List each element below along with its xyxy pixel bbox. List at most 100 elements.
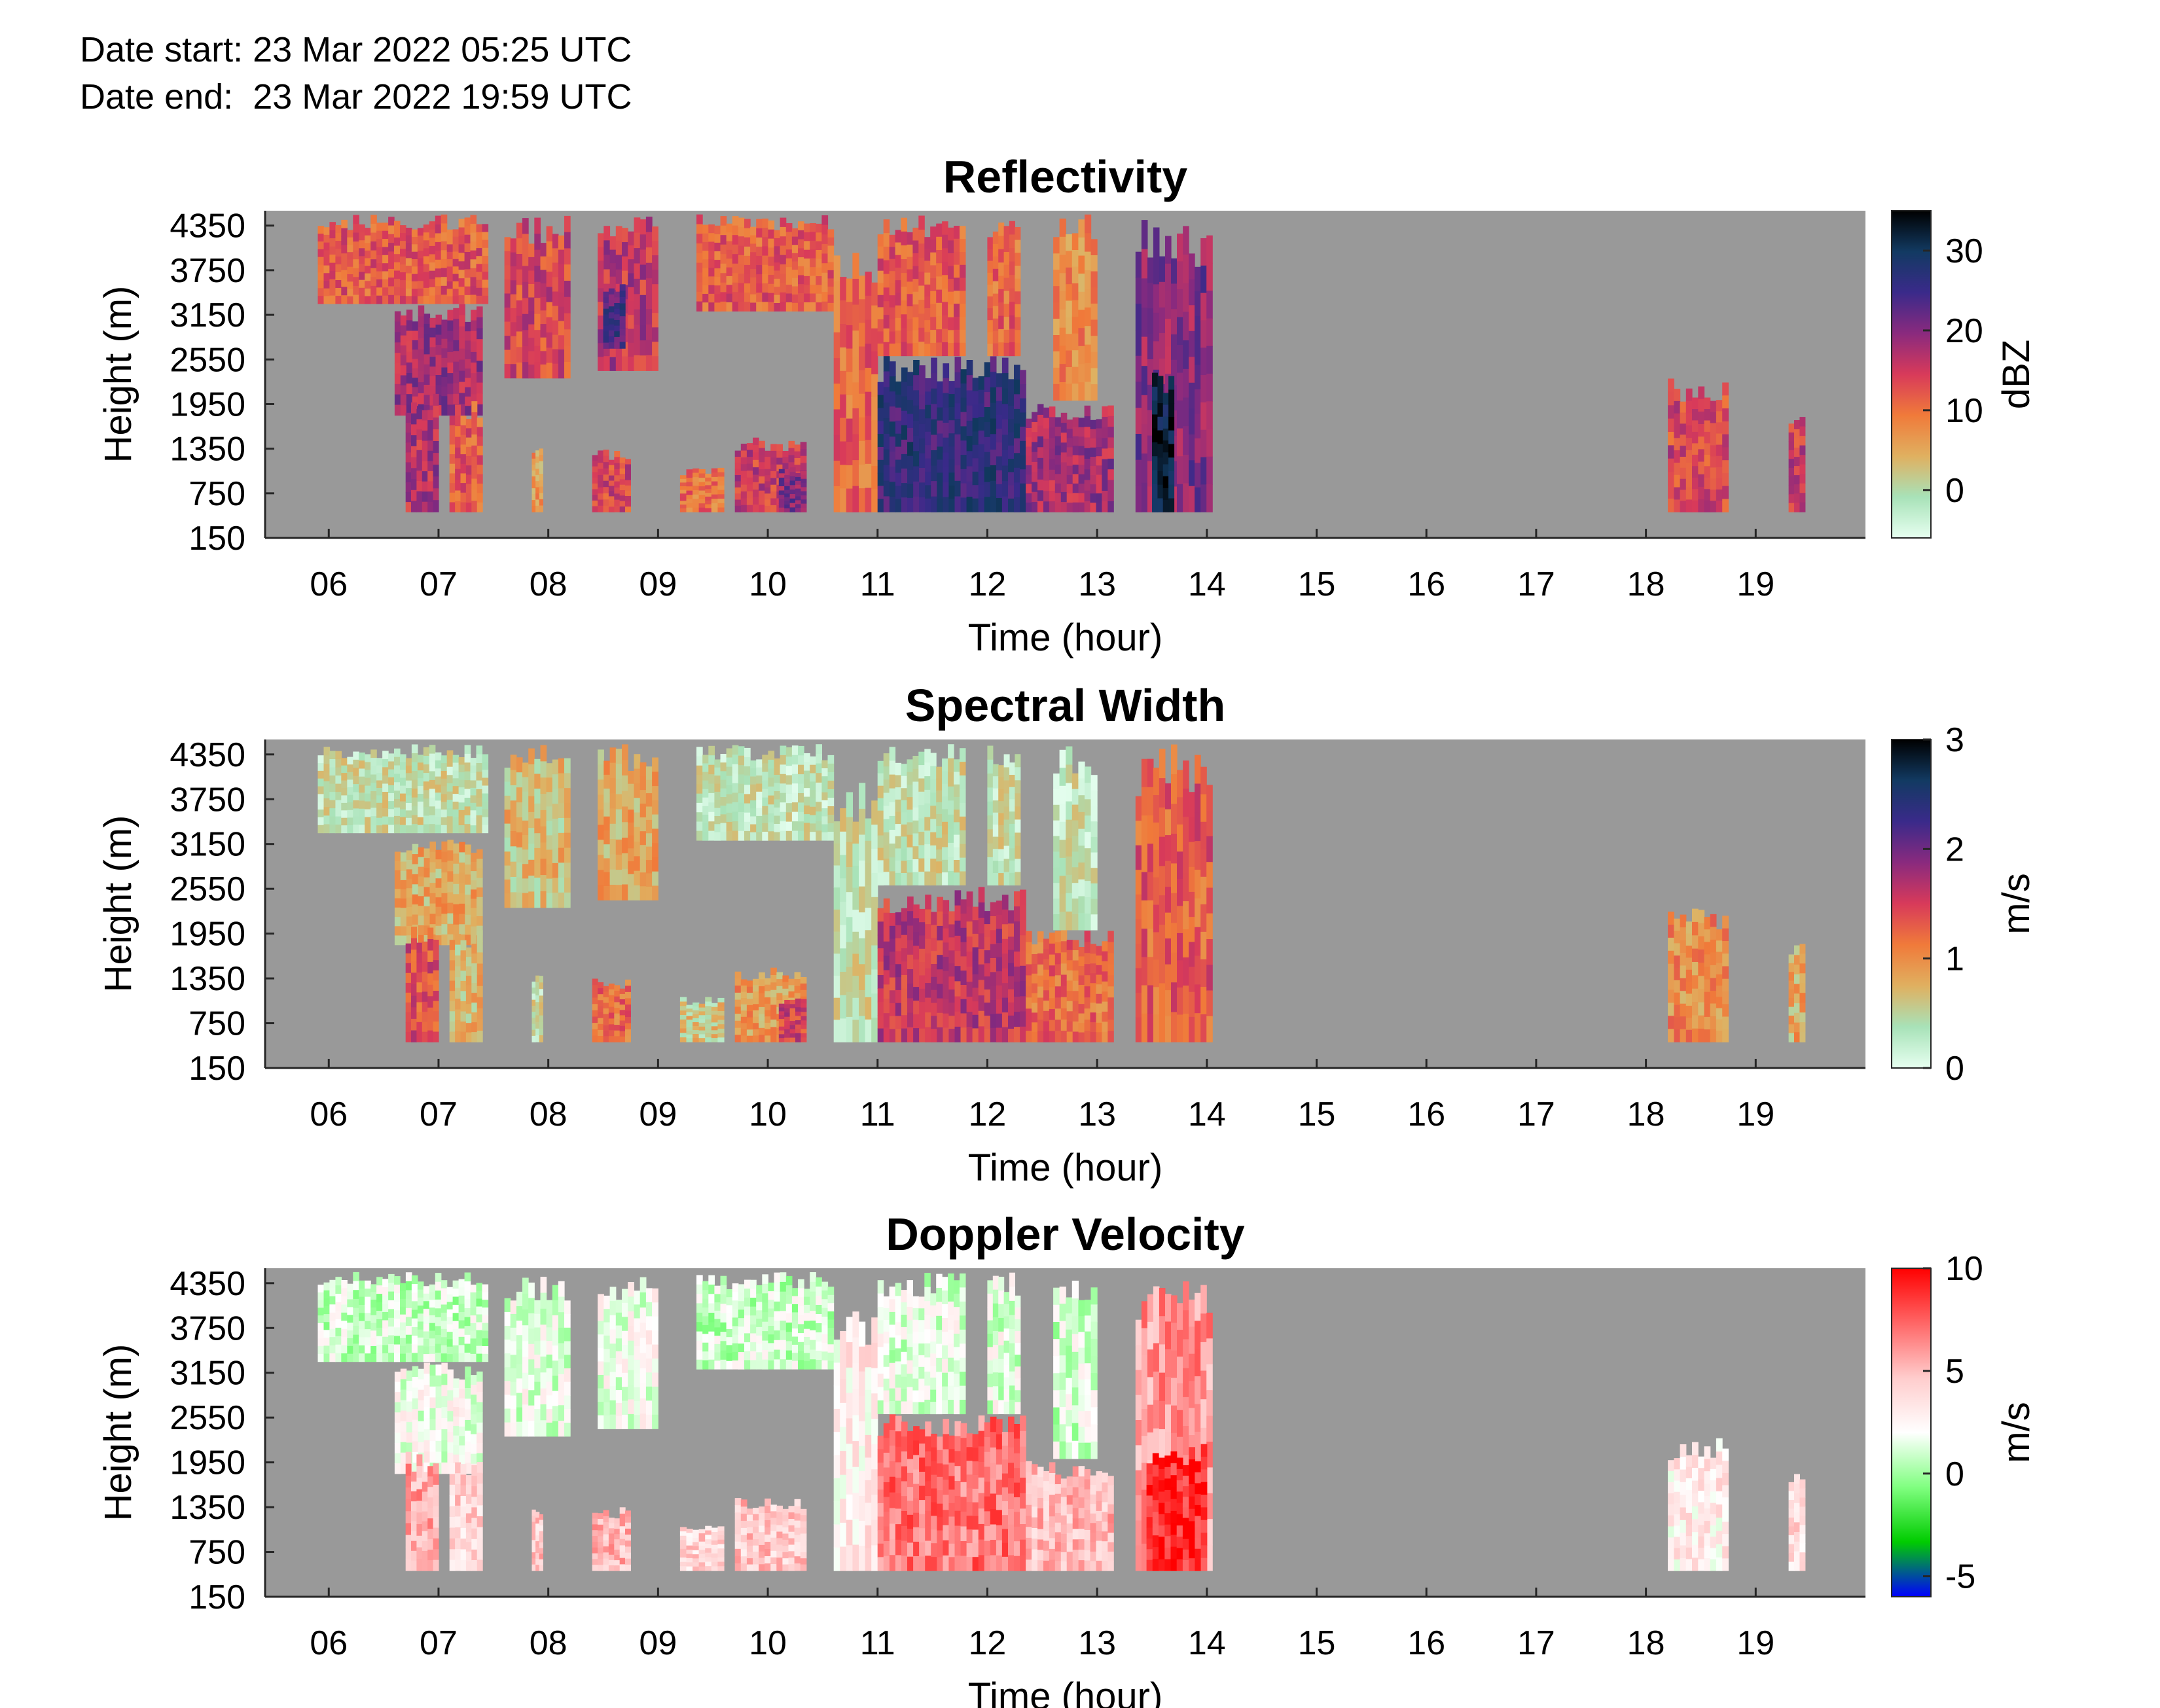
doppler-velocity-echo-cell [329,1328,336,1338]
reflectivity-echo-cell [1003,239,1010,253]
reflectivity-echo-cell [901,497,908,512]
spectral-width-echo-cell [717,1028,725,1034]
spectral-width-echo-cell [449,1001,456,1012]
reflectivity-echo-cell [1096,474,1102,485]
spectral-width-echo-cell [429,883,436,894]
reflectivity-echo-cell [323,227,331,236]
spectral-width-echo-cell [423,747,430,756]
spectral-width-echo-cell [753,1023,759,1030]
spectral-width-echo-cell [901,921,908,936]
spectral-width-echo-cell [429,797,436,807]
spectral-width-echo-cell [789,1029,796,1034]
spectral-width-echo-cell [329,759,336,768]
reflectivity-echo-cell [1799,445,1806,455]
spectral-width-echo-cell [429,903,436,914]
reflectivity-echo-cell [365,281,371,289]
spectral-width-echo-cell [919,988,926,1003]
spectral-width-echo-cell [1206,862,1213,889]
spectral-width-echo-cell [992,836,999,849]
reflectivity-echo-cell [1071,366,1079,384]
spectral-width-echo-cell [603,1003,609,1009]
spectral-width-echo-cell [1078,879,1085,897]
spectral-width-echo-cell [1183,873,1189,902]
reflectivity-echo-region [833,253,878,512]
reflectivity-echo-cell [598,469,604,476]
reflectivity-echo-cell [696,214,703,225]
reflectivity-echo-cell [883,433,890,450]
reflectivity-echo-cell [698,482,706,487]
spectral-width-echo-cell [603,1014,609,1020]
spectral-width-echo-cell [801,1012,807,1017]
spectral-width-echo-cell [784,1008,791,1013]
spectral-width-y-tick-label: 1950 [170,916,245,953]
reflectivity-echo-cell [765,475,771,482]
spectral-width-echo-cell [458,802,465,811]
spectral-width-echo-cell [455,999,461,1010]
reflectivity-echo-cell [895,459,902,473]
reflectivity-echo-cell [1096,419,1102,429]
spectral-width-echo-cell [1071,773,1079,790]
spectral-width-echo-cell [427,996,434,1008]
reflectivity-echo-cell [614,303,621,310]
spectral-width-echo-cell [1071,867,1079,883]
reflectivity-echo-cell [1090,419,1096,430]
spectral-width-echo-cell [459,903,465,915]
reflectivity-echo-cell [1698,411,1705,425]
spectral-width-echo-cell [370,758,377,767]
reflectivity-echo-cell [1085,289,1092,308]
reflectivity-echo-cell [317,272,325,281]
reflectivity-echo-cell [1685,388,1693,402]
doppler-velocity-echo-cell [323,1298,331,1307]
reflectivity-echo-cell [1157,389,1164,404]
spectral-width-echo-cell [931,951,937,965]
spectral-width-echo-cell [531,999,536,1006]
spectral-width-echo-cell [435,792,442,802]
spectral-width-echo-cell [476,798,483,808]
spectral-width-echo-cell [1794,984,1800,994]
reflectivity-echo-cell [423,296,430,304]
reflectivity-echo-cell [877,472,884,487]
spectral-width-echo-cell [1165,964,1172,991]
reflectivity-echo-cell [453,329,459,341]
spectral-width-echo-cell [1090,953,1096,964]
spectral-width-echo-cell [913,904,920,919]
spectral-width-echo-cell [1799,973,1806,984]
reflectivity-echo-cell [901,483,908,498]
spectral-width-echo-cell [776,986,783,994]
spectral-width-echo-cell [1685,946,1693,958]
spectral-width-x-tick-label: 07 [420,1095,458,1133]
spectral-width-echo-cell [460,1011,467,1022]
spectral-width-echo-cell [441,825,448,834]
reflectivity-echo-cell [1008,379,1015,393]
reflectivity-echo-cell [1135,329,1142,357]
reflectivity-echo-cell [317,249,325,258]
reflectivity-echo-cell [394,287,401,296]
spectral-width-echo-cell [942,758,948,772]
spectral-width-echo-cell [877,975,884,989]
reflectivity-echo-cell [411,229,418,238]
reflectivity-echo-cell [883,371,890,387]
reflectivity-echo-cell [423,264,430,273]
reflectivity-echo-cell [1059,346,1066,365]
reflectivity-echo-cell [652,356,658,371]
spectral-width-echo-cell [477,916,483,927]
reflectivity-echo-cell [418,371,425,383]
reflectivity-echo-cell [447,404,454,416]
spectral-width-echo-cell [762,823,768,832]
reflectivity-echo-cell [1071,266,1079,284]
reflectivity-echo-cell [1003,277,1010,291]
spectral-width-echo-region [778,998,807,1042]
reflectivity-echo-region [317,214,489,304]
reflectivity-echo-cell [789,467,796,472]
spectral-width-echo-cell [598,885,604,900]
spectral-width-echo-cell [1043,990,1050,1001]
spectral-width-echo-cell [1072,940,1079,951]
spectral-width-echo-cell [895,848,902,861]
spectral-width-echo-cell [510,846,517,863]
reflectivity-echo-cell [435,268,442,278]
spectral-width-echo-cell [1698,923,1705,937]
spectral-width-echo-cell [1195,783,1201,813]
spectral-width-echo-cell [458,825,465,834]
spectral-width-echo-cell [453,924,459,935]
spectral-width-echo-cell [753,991,759,999]
